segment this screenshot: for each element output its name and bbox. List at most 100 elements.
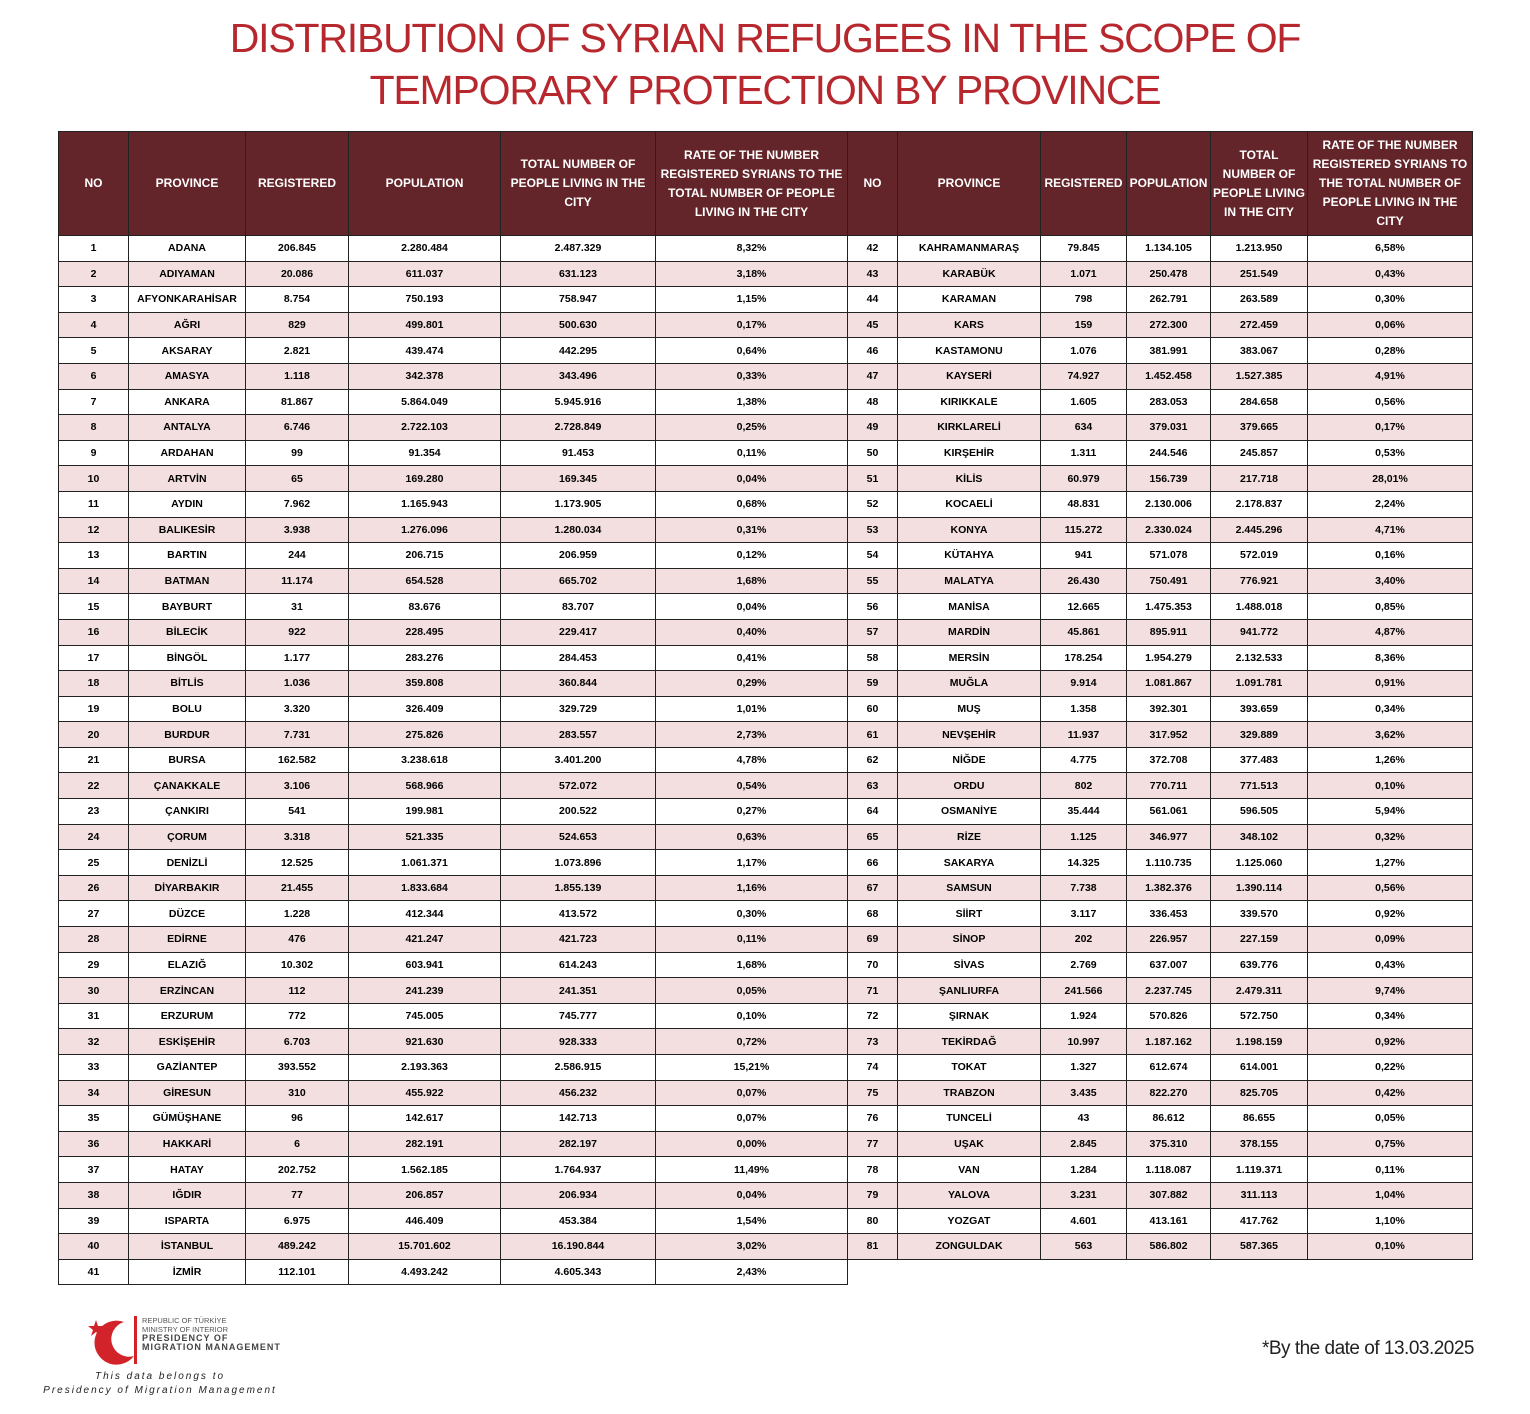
cell: 169.280 (348, 465, 501, 492)
cell: SAKARYA (897, 849, 1041, 876)
cell: 11.937 (1040, 721, 1127, 748)
cell: 413.572 (500, 900, 656, 928)
cell: YALOVA (897, 1181, 1041, 1209)
cell: 228.495 (348, 618, 501, 646)
cell: 0,11% (655, 926, 848, 953)
row: 15 BAYBURT 31 83.676 83.707 0,04% (58, 593, 848, 620)
cell: 26.430 (1040, 567, 1127, 595)
cell: 15,21% (655, 1054, 848, 1081)
cell: IĞDIR (128, 1181, 246, 1209)
cell: 60 (847, 695, 898, 723)
cell: 393.552 (245, 1054, 349, 1081)
cell: ZONGULDAK (897, 1233, 1041, 1260)
row: 31 ERZURUM 772 745.005 745.777 0,10% (58, 1002, 848, 1030)
note-line: This data belongs to (94, 1371, 226, 1382)
cell: 524.653 (500, 823, 656, 851)
cell: 12.665 (1040, 593, 1127, 620)
cell: 86.612 (1126, 1105, 1211, 1132)
cell: 3,40% (1307, 567, 1473, 595)
cell: 329.889 (1210, 721, 1308, 748)
cell: 922 (245, 618, 349, 646)
cell: 1,01% (655, 695, 848, 723)
header-cell: NO (58, 131, 129, 236)
cell: 8,36% (1307, 644, 1473, 672)
cell: 4.493.242 (348, 1258, 501, 1286)
cell: 1,16% (655, 874, 848, 902)
cell: 56 (847, 593, 898, 620)
cell: 65 (245, 465, 349, 492)
cell: NEVŞEHİR (897, 721, 1041, 748)
cell: 49 (847, 414, 898, 441)
cell: ARDAHAN (128, 439, 246, 467)
logo-emblem (88, 1316, 137, 1365)
cell: 16 (58, 618, 129, 646)
cell: KIRŞEHİR (897, 439, 1041, 467)
cell: 329.729 (500, 695, 656, 723)
cell: 1,54% (655, 1207, 848, 1235)
cell: 251.549 (1210, 260, 1308, 288)
row: 17 BİNGÖL 1.177 283.276 284.453 0,41% (58, 644, 848, 672)
cell: 202 (1040, 926, 1127, 953)
cell: 563 (1040, 1233, 1127, 1260)
row: 16 BİLECİK 922 228.495 229.417 0,40% (58, 618, 848, 646)
cell: 421.247 (348, 926, 501, 953)
cell: KAHRAMANMARAŞ (897, 235, 1041, 262)
cell: 0,31% (655, 516, 848, 544)
cell: 91.453 (500, 439, 656, 467)
row: 13 BARTIN 244 206.715 206.959 0,12% (58, 542, 848, 569)
cell: 2.130.006 (1126, 490, 1211, 518)
cell: TRABZON (897, 1079, 1041, 1107)
cell: 455.922 (348, 1079, 501, 1107)
cell: 24 (58, 823, 129, 851)
row: 46 KASTAMONU 1.076 381.991 383.067 0,28% (847, 337, 1473, 364)
cell: 226.957 (1126, 926, 1211, 953)
cell: KONYA (897, 516, 1041, 544)
cell: 1.924 (1040, 1002, 1127, 1030)
cell: 78 (847, 1156, 898, 1183)
cell: 73 (847, 1028, 898, 1055)
cell: 11 (58, 490, 129, 518)
cell: 241.566 (1040, 977, 1127, 1004)
cell: 0,40% (655, 618, 848, 646)
cell: 3.435 (1040, 1079, 1127, 1107)
cell: 317.952 (1126, 721, 1211, 748)
cell: 0,10% (1307, 1233, 1473, 1260)
row: 44 KARAMAN 798 262.791 263.589 0,30% (847, 286, 1473, 313)
cell: 4 (58, 311, 129, 339)
cell: 1,10% (1307, 1207, 1473, 1235)
cell: 80 (847, 1207, 898, 1235)
cell: 112 (245, 977, 349, 1004)
cell: 1.764.937 (500, 1156, 656, 1183)
cell: 770.711 (1126, 772, 1211, 800)
cell: 199.981 (348, 798, 501, 825)
cell: 54 (847, 542, 898, 569)
cell: 750.491 (1126, 567, 1211, 595)
cell: 169.345 (500, 465, 656, 492)
cell: 71 (847, 977, 898, 1004)
cell: VAN (897, 1156, 1041, 1183)
cell: 23 (58, 798, 129, 825)
cell: 1.954.279 (1126, 644, 1211, 672)
row: 72 ŞIRNAK 1.924 570.826 572.750 0,34% (847, 1002, 1473, 1030)
cell: BİTLİS (128, 670, 246, 697)
cell: 745.777 (500, 1002, 656, 1030)
cell: 2.845 (1040, 1130, 1127, 1158)
cell: TUNCELİ (897, 1105, 1041, 1132)
cell: 2.722.103 (348, 414, 501, 441)
cell: ÇANKIRI (128, 798, 246, 825)
date-note: *By the date of 13.03.2025 (1261, 1338, 1475, 1359)
cell: 42 (847, 235, 898, 262)
cell: ÇORUM (128, 823, 246, 851)
cell: 521.335 (348, 823, 501, 851)
cell: 202.752 (245, 1156, 349, 1183)
cell: 217.718 (1210, 465, 1308, 492)
cell: 614.243 (500, 951, 656, 979)
cell: 47 (847, 362, 898, 390)
cell: DENİZLİ (128, 849, 246, 876)
cell: 0,34% (1307, 695, 1473, 723)
row: 36 HAKKARİ 6 282.191 282.197 0,00% (58, 1130, 848, 1158)
cell: BURSA (128, 746, 246, 774)
cell: 750.193 (348, 286, 501, 313)
cell: 19 (58, 695, 129, 723)
row: 69 SİNOP 202 226.957 227.159 0,09% (847, 926, 1473, 953)
